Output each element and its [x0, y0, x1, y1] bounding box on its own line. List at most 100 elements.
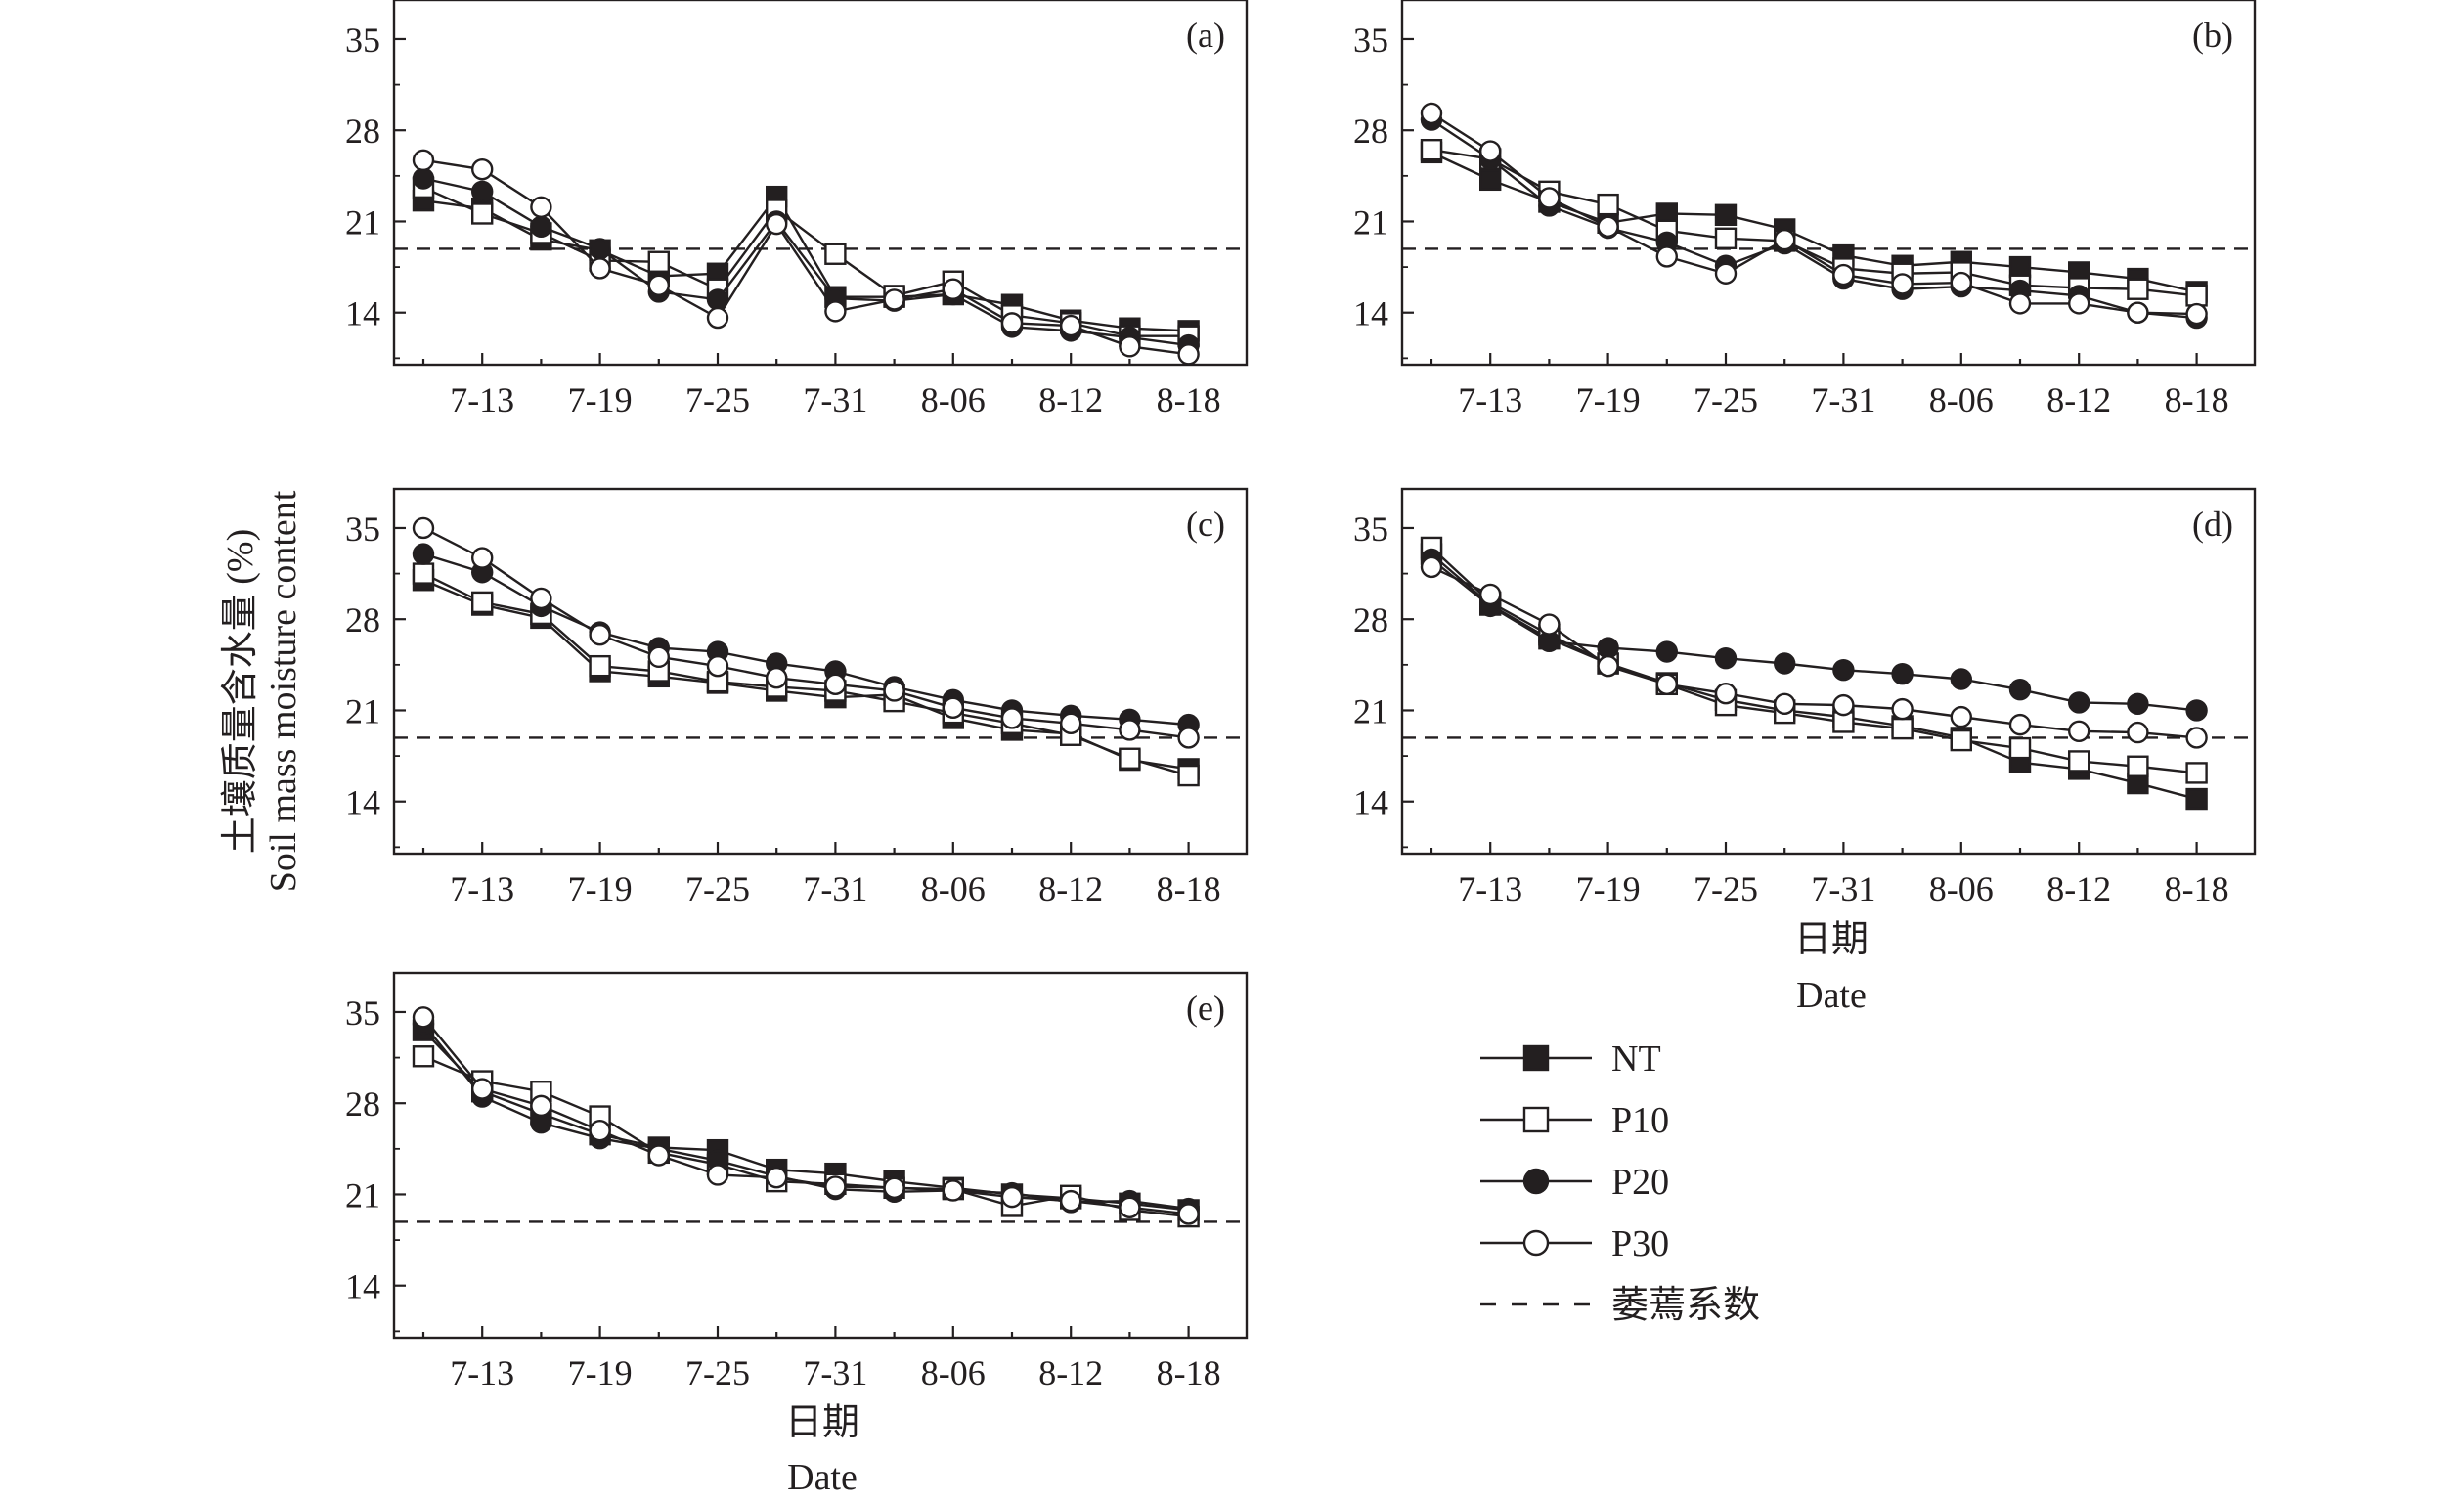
x-tick-label: 7-25	[685, 380, 750, 419]
data-point	[412, 1045, 435, 1068]
series-p20	[412, 543, 1200, 736]
plot-frame	[392, 0, 1249, 367]
y-tick-label: 35	[345, 993, 380, 1033]
x-tick-label: 7-19	[568, 869, 633, 908]
x-tick-label: 7-13	[450, 380, 514, 419]
data-point	[824, 243, 847, 265]
data-point	[824, 673, 847, 696]
data-point	[1891, 697, 1914, 721]
plot-frame	[1400, 0, 2257, 367]
data-point	[647, 274, 670, 296]
data-point	[2185, 727, 2208, 749]
x-tick-label: 8-18	[1157, 380, 1221, 419]
y-tick-label: 28	[345, 111, 380, 151]
data-point	[1538, 187, 1561, 209]
chart-panel-c: 14 21 28 35 7-13 7-19 7-25 7-31 8-06 8-12 8-18 (c)	[345, 487, 1249, 908]
y-tick-label: 28	[1353, 111, 1388, 151]
data-point	[883, 288, 905, 311]
legend-label: 萎蔫系数	[1611, 1285, 1760, 1326]
legend-marker	[1522, 1229, 1550, 1257]
data-point	[766, 212, 788, 236]
data-point	[1950, 271, 1973, 294]
legend-marker	[1522, 1044, 1550, 1072]
data-point	[412, 562, 435, 585]
x-tick-label: 8-06	[1929, 380, 1994, 419]
x-tick-label: 8-06	[921, 869, 986, 908]
series-p30	[412, 1006, 1200, 1225]
x-axis-title-d: 日期 Date	[1794, 919, 1869, 1016]
data-point	[1891, 717, 1914, 740]
x-tick-label: 7-31	[803, 1353, 867, 1392]
data-point	[1478, 583, 1502, 606]
data-point	[883, 680, 905, 702]
data-point	[2008, 678, 2032, 701]
data-point	[530, 587, 552, 610]
x-tick-label: 7-25	[1694, 380, 1758, 419]
data-point	[2185, 302, 2208, 326]
x-tick-label: 8-06	[921, 380, 986, 419]
data-point	[942, 696, 964, 719]
x-axis-title-en: Date	[787, 1457, 858, 1498]
x-tick-label: 7-19	[568, 1353, 633, 1392]
x-tick-label: 7-31	[1811, 380, 1875, 419]
data-point	[1000, 1185, 1024, 1209]
data-point	[1891, 662, 1914, 685]
x-tick-label: 8-18	[2165, 380, 2229, 419]
x-tick-label: 8-12	[1038, 869, 1103, 908]
plot-frame	[392, 971, 1249, 1340]
data-point	[766, 666, 788, 689]
series-p10	[1420, 536, 2208, 784]
series-p30	[412, 516, 1200, 749]
data-point	[412, 149, 435, 172]
data-point	[471, 202, 494, 225]
data-point	[706, 306, 729, 330]
data-point	[589, 654, 611, 678]
data-point	[1177, 1203, 1200, 1225]
data-point	[2067, 292, 2090, 315]
data-point	[471, 180, 494, 203]
data-point	[1832, 693, 1855, 717]
y-axis-title-cn: 土壤质量含水量 (%)	[220, 529, 261, 854]
legend-item: P30	[1480, 1223, 1669, 1264]
data-point	[1000, 707, 1024, 729]
data-point	[1177, 764, 1200, 787]
x-axis-title-e: 日期 Date	[785, 1402, 859, 1498]
data-point	[1420, 138, 1443, 161]
series-p20	[1420, 109, 2208, 330]
data-point	[1420, 102, 1443, 125]
data-point	[2127, 692, 2149, 716]
y-tick-label: 28	[1353, 600, 1388, 640]
x-tick-label: 7-13	[1458, 869, 1522, 908]
data-point	[1891, 273, 1914, 295]
x-tick-label: 7-31	[1811, 869, 1875, 908]
series-p30	[412, 149, 1200, 366]
data-point	[1714, 682, 1738, 705]
x-tick-label: 7-25	[685, 1353, 750, 1392]
chart-panel-a: 14 21 28 35 7-13 7-19 7-25 7-31 8-06 8-12 8-18 (a)	[345, 0, 1249, 419]
data-point	[2185, 787, 2208, 811]
legend-label: P30	[1611, 1223, 1669, 1264]
panel-label: (c)	[1186, 505, 1225, 544]
data-point	[2185, 699, 2208, 722]
data-point	[942, 1179, 964, 1202]
data-point	[1773, 692, 1796, 716]
y-tick-label: 35	[345, 21, 380, 60]
data-point	[530, 196, 552, 219]
panel-label: (e)	[1186, 989, 1225, 1028]
y-tick-label: 14	[1353, 783, 1388, 822]
series-p20	[1420, 548, 2208, 722]
data-point	[883, 1176, 905, 1200]
data-point	[1538, 613, 1561, 636]
data-point	[1119, 747, 1141, 770]
legend-label: NT	[1611, 1038, 1661, 1080]
y-tick-label: 14	[1353, 294, 1388, 333]
data-point	[1478, 168, 1502, 192]
data-point	[1119, 335, 1141, 358]
x-tick-label: 7-19	[568, 380, 633, 419]
data-point	[2127, 721, 2149, 744]
x-tick-label: 8-12	[1038, 380, 1103, 419]
panel-label: (d)	[2192, 505, 2233, 544]
series-p30	[1420, 555, 2208, 749]
data-point	[647, 1144, 670, 1167]
x-tick-label: 8-12	[1038, 1353, 1103, 1392]
